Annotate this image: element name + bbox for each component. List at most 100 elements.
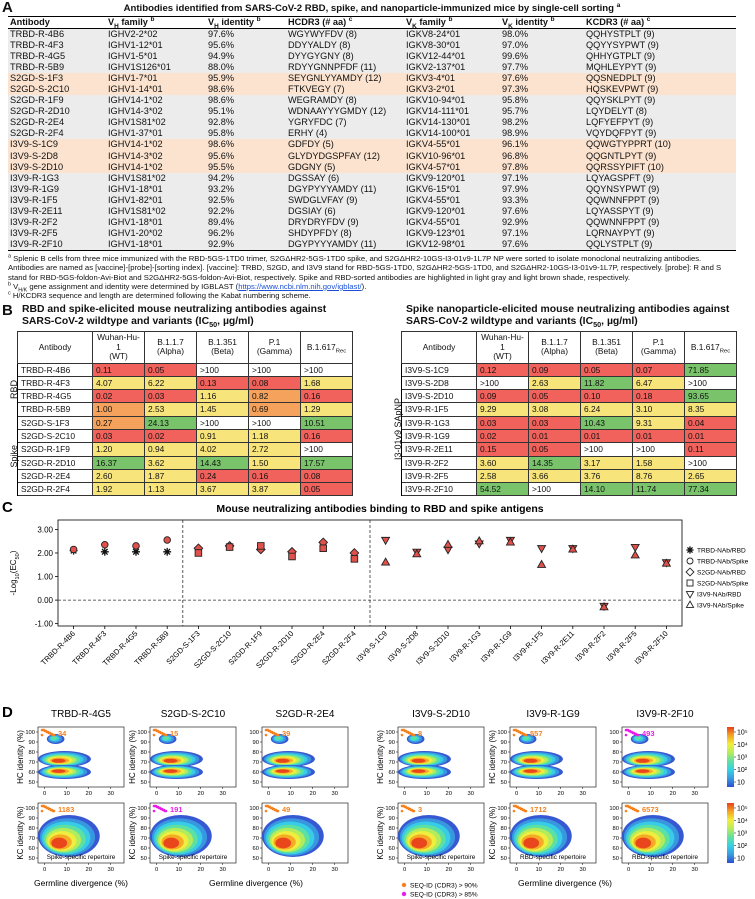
table-row: S2GD-R-2D10 16.37 3.62 14.43 1.50 17.57 [8,455,353,470]
table-cell: MQHLEYPYT (9) [586,62,657,73]
text-part: Antibody [38,341,72,352]
matched-sequence [516,729,520,733]
table-cell: 95.8% [502,95,529,106]
group-spacer [392,332,402,364]
x-tick-label: 10 [647,867,653,873]
table-cell: ERHY (4) [288,128,328,139]
table-cell: 95.7% [502,106,529,117]
matched-sequence [46,730,50,734]
y-tick-label: 60 [253,770,259,776]
table-cell: 95.6% [208,150,235,161]
antibody-name: I3V9-R-2F2 [401,455,477,470]
text-part: B.1.351 [592,336,621,347]
text-part: 50 [593,320,602,330]
x-tick-label: 20 [85,791,91,797]
table-cell: DGYPYYYAMDY (11) [286,238,404,251]
marker [380,536,391,546]
table-cell: DGSIAY (6) [288,205,336,216]
y-tick-label: 80 [141,750,147,756]
text-part: Spike nanoparticle-elicited mouse neutra… [406,304,730,327]
density-level [635,758,650,763]
x-tick-label: 0 [267,791,270,797]
text-part: H [114,22,119,30]
table-cell: 96.8% [502,150,529,161]
table-row: I3V9-R-1G3 0.03 0.03 10.43 9.31 0.04 [392,415,737,430]
y-tick-label: 50 [253,856,259,862]
colorbar-label: 10³ [737,755,748,762]
text-part: identity [218,17,257,27]
ic50-cell: >100 [196,362,249,377]
ic50-table: Antibody Wuhan-Hu-1 (WT) B.1.1.7 (Alpha) B.1.… [392,331,737,497]
matched-sequence [266,804,270,808]
table-cell: 97.0% [502,40,529,51]
antibody-name: S2GD-S-1F3 [17,415,93,430]
table-cell: IGHV1-18*01 [108,183,163,194]
match-count: 191 [170,805,183,814]
text-part: V [502,17,509,27]
ic50-cell: >100 [196,415,249,430]
table-cell: QQYSKLPYT (9) [586,95,656,106]
matched-sequence [272,731,276,735]
legend-swatch [401,882,407,888]
ic50-cell: 2.58 [476,468,529,484]
table-cell: IGHV2-2*02 [108,29,158,39]
matched-sequence [522,808,526,812]
footnote: a Splenic B cells from three mice immuni… [8,254,738,282]
y-tick-label: 60 [389,770,395,776]
table-cell: QQSNEDPLT (9) [586,73,656,84]
x-tick-label: 30 [580,791,586,797]
table-cell: 95.9% [208,73,235,84]
repertoire-caption: RBD-specific repertoire [520,854,587,861]
ic50-cell: 10.51 [300,415,353,430]
x-tick-label: 10 [287,791,293,797]
matched-sequence [276,809,280,813]
antibody-name: I3V9-R-2F10 [401,482,477,497]
table-cell: IGKV9-123*01 [406,227,466,238]
y-tick-label: 90 [29,740,35,746]
y-tick-label: 80 [389,750,395,756]
ic50-cell: 0.69 [248,402,301,417]
density-level [634,736,642,741]
y-tick-label: 0.00 [37,596,53,605]
table-cell: IGHV1S81*02 [108,205,166,216]
ic50-cell: 14.10 [580,482,633,497]
text-part: (WT) [109,351,128,361]
x-axis-label: Germline divergence (%) [34,878,128,888]
matched-sequence [268,729,272,733]
table-cell: S2GD-S-2C10 [10,84,70,95]
y-tick-label: 80 [501,826,507,832]
table-cell: IGHV1-18*01 [106,238,206,251]
ic50-cell: 3.08 [528,402,581,417]
table-cell: I3V9-S-2D8 [10,150,59,161]
y-tick-label: 70 [389,836,395,842]
ic50-cell: 0.05 [300,482,353,497]
y-tick-label: 60 [29,846,35,852]
table-cell: IGKV4-55*01 [406,216,461,227]
matched-sequence [276,733,280,737]
density-level [163,758,178,763]
ic50-cell: 1.92 [92,482,145,497]
x-tick-label: 10 [535,791,541,797]
ic50-cell: 1.00 [92,402,145,417]
matched-sequence [270,806,274,810]
density-level [523,769,538,773]
ic50-cell: 16.37 [92,455,145,470]
link[interactable]: https://www.ncbi.nlm.nih.gov/igblast/ [238,281,362,291]
ic50-cell: 14.43 [196,455,249,470]
table-row: I3-01v9 SApNP I3V9-S-1C9 0.12 0.09 0.05 0.07 7… [392,362,737,496]
neutralization-panel: Spike nanoparticle-elicited mouse neutra… [392,304,742,497]
matched-sequence [632,731,636,735]
table-cell: 95.1% [208,106,235,117]
table-row: TRBD-R-5B9 IGHV1S126*01 88.0% RDYYGNNPFDF (… [8,62,736,74]
table-row: TRBD-R-5B9 1.00 2.53 1.45 0.69 1.29 [8,402,353,417]
marker [685,567,695,577]
y-tick-label: 50 [141,856,147,862]
ic50-cell: 0.01 [580,428,633,444]
match-count: 1183 [58,805,74,814]
y-tick-label: 50 [501,856,507,862]
colorbar-label: 10⁵ [737,805,748,812]
ic50-cell: 2.53 [144,402,197,417]
table-row: I3V9-S-1C9 IGHV14-1*02 98.6% GDFDY (5) IGKV4… [8,139,736,151]
ic50-cell: 14.35 [528,455,581,470]
